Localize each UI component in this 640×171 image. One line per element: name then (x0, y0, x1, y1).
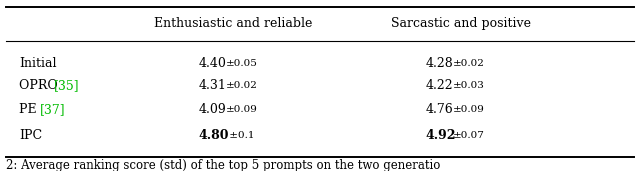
Text: ±0.03: ±0.03 (453, 81, 485, 90)
Text: 4.92: 4.92 (426, 129, 456, 142)
Text: ±0.02: ±0.02 (226, 81, 258, 90)
Text: ±0.1: ±0.1 (226, 131, 255, 140)
Text: 4.22: 4.22 (426, 79, 453, 92)
Text: IPC: IPC (19, 129, 42, 142)
Text: ±0.09: ±0.09 (453, 105, 485, 114)
Text: Enthusiastic and reliable: Enthusiastic and reliable (154, 17, 313, 30)
Text: ±0.05: ±0.05 (226, 59, 258, 68)
Text: [37]: [37] (40, 103, 65, 116)
Text: 4.09: 4.09 (198, 103, 226, 116)
Text: 4.76: 4.76 (426, 103, 453, 116)
Text: 4.80: 4.80 (198, 129, 229, 142)
Text: 4.28: 4.28 (426, 57, 453, 70)
Text: [35]: [35] (54, 79, 79, 92)
Text: 2: Average ranking score (std) of the top 5 prompts on the two generatio: 2: Average ranking score (std) of the to… (6, 159, 441, 171)
Text: 4.31: 4.31 (198, 79, 227, 92)
Text: OPRO: OPRO (19, 79, 62, 92)
Text: ±0.07: ±0.07 (453, 131, 485, 140)
Text: ±0.02: ±0.02 (453, 59, 485, 68)
Text: Sarcastic and positive: Sarcastic and positive (391, 17, 531, 30)
Text: 4.40: 4.40 (198, 57, 227, 70)
Text: ±0.09: ±0.09 (226, 105, 258, 114)
Text: PE: PE (19, 103, 41, 116)
Text: Initial: Initial (19, 57, 57, 70)
